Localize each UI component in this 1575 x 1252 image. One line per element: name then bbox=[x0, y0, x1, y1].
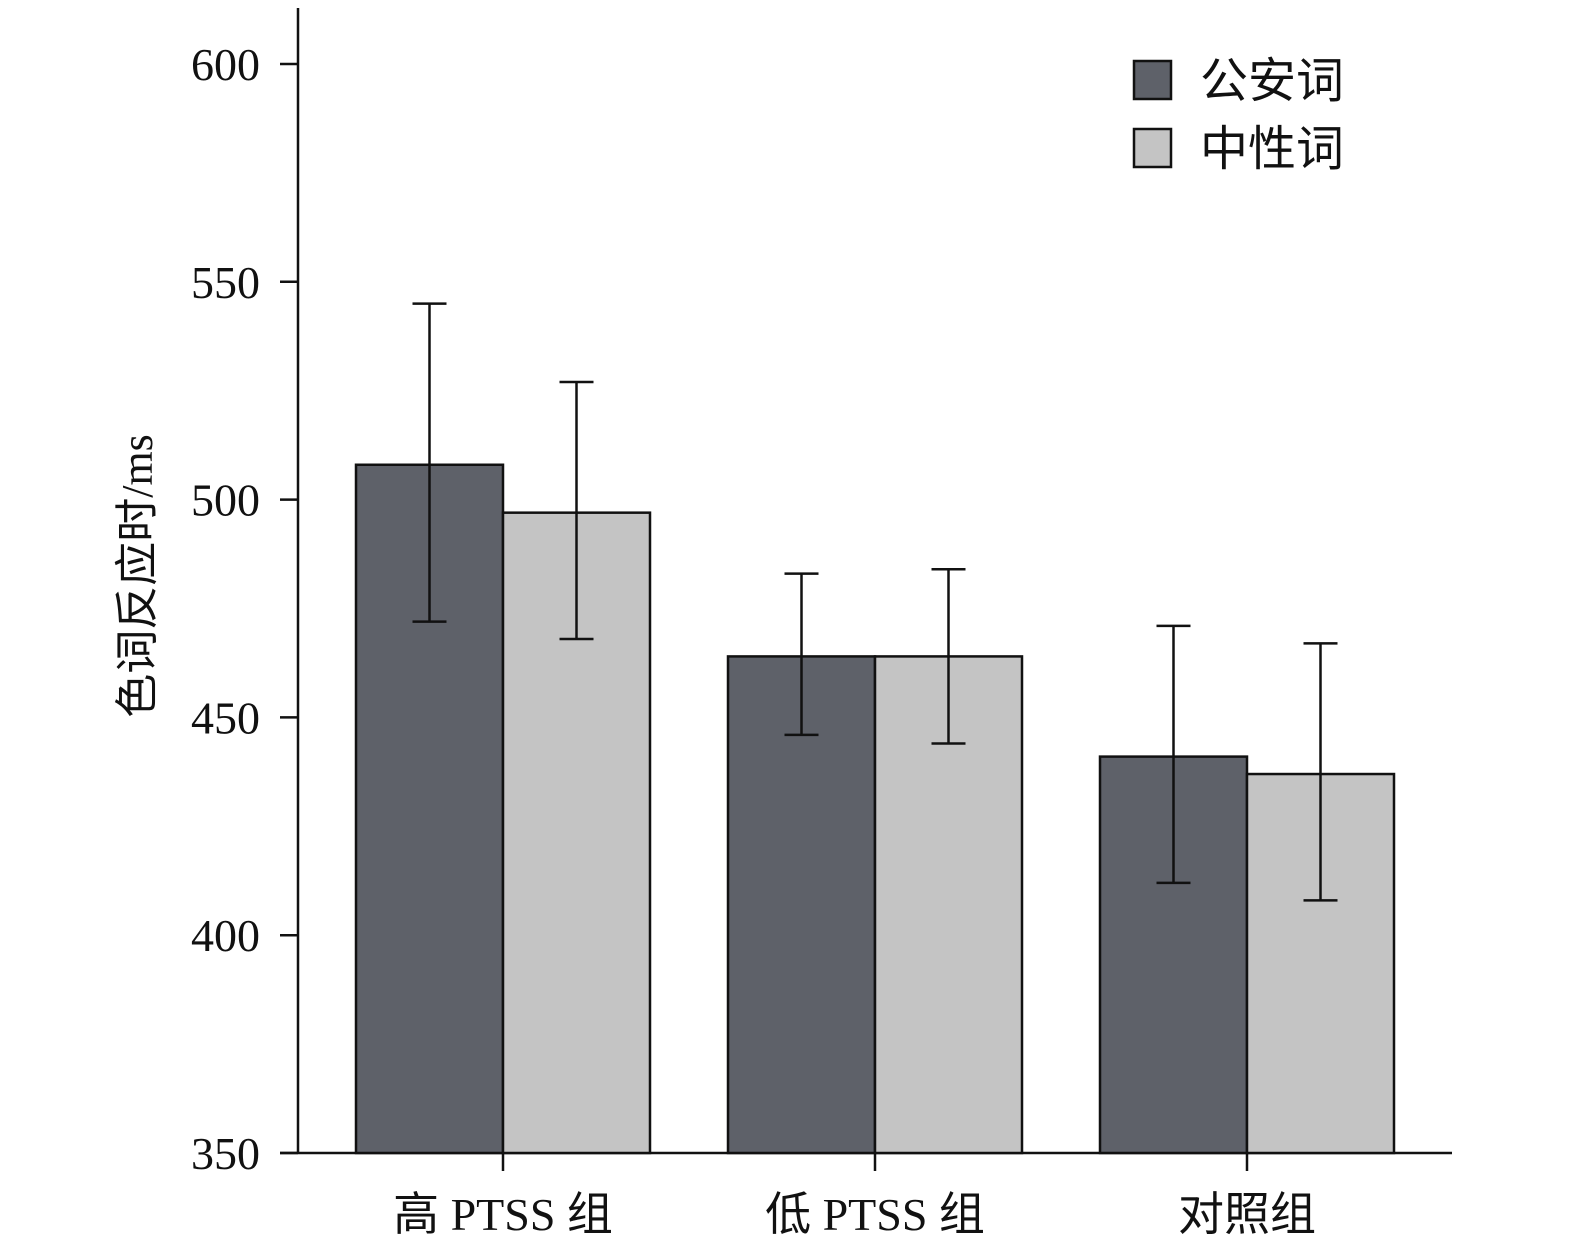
bars-group bbox=[354, 463, 1396, 1155]
y-axis-title: 色词反应时/ms bbox=[113, 434, 162, 718]
x-axis: 高 PTSS 组 低 PTSS 组 对照组 bbox=[280, 1151, 1452, 1240]
error-bars-group bbox=[412, 302, 1338, 902]
x-category-label: 低 PTSS 组 bbox=[765, 1189, 985, 1240]
legend-swatch bbox=[1132, 59, 1173, 101]
y-tick-label: 550 bbox=[191, 257, 260, 308]
bar-police-word bbox=[726, 655, 877, 1155]
y-axis: 350 400 450 500 550 600 bbox=[191, 8, 300, 1179]
legend-label: 公安词 bbox=[1200, 55, 1344, 108]
y-tick-label: 500 bbox=[191, 475, 260, 526]
legend-label: 中性词 bbox=[1200, 123, 1344, 176]
y-tick-label: 400 bbox=[191, 910, 260, 961]
y-tick-label: 450 bbox=[191, 692, 260, 743]
x-category-label: 高 PTSS 组 bbox=[393, 1189, 613, 1240]
y-tick-label: 600 bbox=[191, 39, 260, 90]
legend-swatch bbox=[1132, 127, 1173, 169]
y-tick-label: 350 bbox=[191, 1128, 260, 1179]
x-category-label: 对照组 bbox=[1178, 1189, 1316, 1240]
